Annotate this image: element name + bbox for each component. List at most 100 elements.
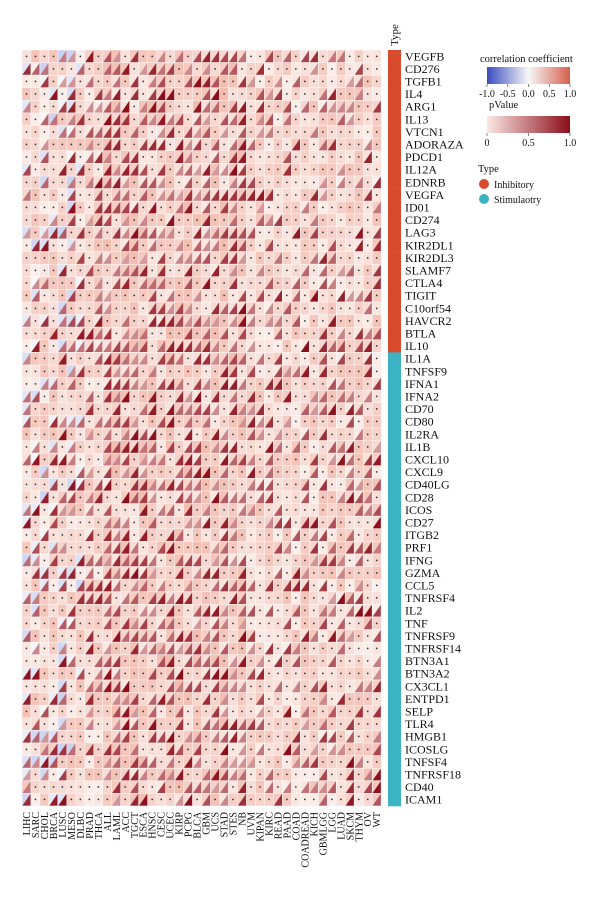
- heatmap-cell-marker: •: [232, 128, 235, 136]
- type-bar-segment: [388, 87, 401, 101]
- heatmap-pvalue-triangle: [318, 100, 327, 113]
- heatmap-pvalue-triangle: [228, 163, 238, 176]
- heatmap-cell-marker: •: [61, 116, 64, 124]
- type-bar-segment: [388, 705, 401, 719]
- heatmap-pvalue-triangle: [202, 88, 211, 100]
- heatmap-cell-marker: •: [34, 229, 37, 237]
- heatmap-pvalue-triangle: [130, 88, 139, 100]
- heatmap-pvalue-triangle: [103, 151, 112, 163]
- heatmap-pvalue-triangle: [210, 151, 220, 163]
- heatmap-cell-marker: •: [232, 78, 235, 86]
- heatmap-cell-marker: •: [142, 53, 145, 61]
- heatmap-cell-marker: •: [52, 65, 55, 73]
- heatmap-pvalue-triangle: [228, 189, 238, 201]
- heatmap-pvalue-triangle: [157, 75, 166, 88]
- heatmap-pvalue-triangle: [67, 126, 76, 138]
- heatmap-cell-marker: •: [286, 242, 289, 250]
- heatmap-cell-marker: •: [367, 91, 370, 99]
- legend-correlation-tick-label: -0.5: [500, 89, 516, 100]
- heatmap-pvalue-triangle: [309, 126, 318, 138]
- type-bar-segment: [388, 289, 401, 303]
- heatmap-pvalue-triangle: [184, 138, 193, 151]
- heatmap-pvalue-triangle: [130, 226, 139, 239]
- heatmap-pvalue-triangle: [112, 113, 121, 126]
- heatmap-pvalue-triangle: [67, 176, 76, 189]
- heatmap-cell-marker: •: [97, 116, 100, 124]
- heatmap-cell-marker: •: [277, 166, 280, 174]
- heatmap-pvalue-triangle: [354, 239, 363, 252]
- heatmap-pvalue-triangle: [228, 138, 238, 151]
- heatmap-cell-marker: •: [277, 128, 280, 136]
- heatmap-pvalue-triangle: [121, 176, 130, 189]
- legend-correlation-tick-label: -1.0: [479, 89, 495, 100]
- heatmap-pvalue-triangle: [255, 113, 265, 126]
- heatmap-pvalue-triangle: [354, 226, 363, 239]
- heatmap-cell-marker: •: [88, 166, 91, 174]
- heatmap-pvalue-triangle: [112, 138, 121, 151]
- heatmap-pvalue-triangle: [345, 113, 354, 126]
- heatmap-pvalue-triangle: [103, 201, 112, 214]
- heatmap-pvalue-triangle: [255, 201, 265, 214]
- heatmap-pvalue-triangle: [76, 163, 85, 176]
- heatmap-cell-marker: •: [97, 242, 100, 250]
- heatmap-pvalue-triangle: [193, 100, 202, 113]
- heatmap-pvalue-triangle: [219, 226, 229, 239]
- heatmap-cell-marker: •: [223, 141, 226, 149]
- heatmap-pvalue-triangle: [327, 138, 336, 151]
- heatmap-pvalue-triangle: [193, 113, 202, 126]
- legend-type-stimulatory-label: Stimulaotry: [494, 195, 541, 206]
- heatmap-pvalue-triangle: [237, 50, 247, 63]
- heatmap-pvalue-triangle: [300, 100, 309, 113]
- heatmap-pvalue-triangle: [210, 88, 220, 100]
- heatmap-cell-marker: •: [295, 53, 298, 61]
- heatmap-cell-marker: •: [340, 204, 343, 212]
- heatmap-pvalue-triangle: [166, 88, 175, 100]
- type-bar-segment: [388, 352, 401, 366]
- heatmap-pvalue-triangle: [49, 214, 58, 226]
- heatmap-cell-marker: •: [133, 254, 136, 262]
- heatmap-pvalue-triangle: [264, 214, 274, 226]
- heatmap-cell-marker: •: [88, 116, 91, 124]
- heatmap-cell-marker: •: [286, 179, 289, 187]
- heatmap-pvalue-triangle: [336, 100, 345, 113]
- heatmap-cell-marker: •: [367, 217, 370, 225]
- heatmap-cell-marker: •: [375, 91, 378, 99]
- heatmap-cell-marker: •: [223, 217, 226, 225]
- heatmap-pvalue-triangle: [103, 100, 112, 113]
- heatmap-pvalue-triangle: [58, 50, 67, 63]
- heatmap-pvalue-triangle: [112, 201, 121, 214]
- heatmap-cell-marker: •: [259, 242, 262, 250]
- heatmap-cell-marker: •: [268, 179, 271, 187]
- heatmap-pvalue-triangle: [31, 63, 40, 75]
- heatmap-cell-marker: •: [124, 141, 127, 149]
- type-bar-segment: [388, 503, 401, 517]
- heatmap-pvalue-triangle: [237, 113, 247, 126]
- heatmap-pvalue-triangle: [121, 151, 130, 163]
- heatmap-pvalue-triangle: [67, 239, 76, 252]
- heatmap-cell-marker: •: [286, 128, 289, 136]
- heatmap-pvalue-triangle: [121, 63, 130, 75]
- heatmap-cell-marker: •: [34, 166, 37, 174]
- type-bar-segment: [388, 201, 401, 215]
- heatmap-cell-marker: •: [196, 179, 199, 187]
- heatmap-pvalue-triangle: [148, 239, 157, 252]
- heatmap-cell-marker: •: [160, 204, 163, 212]
- heatmap-cell-marker: •: [358, 204, 361, 212]
- type-bar-segment: [388, 75, 401, 89]
- heatmap-pvalue-triangle: [121, 226, 130, 239]
- heatmap-pvalue-triangle: [148, 75, 157, 88]
- heatmap-pvalue-triangle: [193, 50, 202, 63]
- heatmap-cell-marker: •: [331, 154, 334, 162]
- heatmap-cell-marker: •: [196, 91, 199, 99]
- heatmap-cell-marker: •: [358, 166, 361, 174]
- heatmap-pvalue-triangle: [157, 63, 166, 75]
- heatmap-cell-marker: •: [322, 128, 325, 136]
- heatmap-pvalue-triangle: [264, 189, 274, 201]
- heatmap-pvalue-triangle: [300, 50, 309, 63]
- heatmap-pvalue-triangle: [219, 50, 229, 63]
- heatmap-cell-marker: •: [349, 141, 352, 149]
- heatmap-cell-marker: •: [367, 53, 370, 61]
- heatmap-cells: • • • • • • • • • • • • • • • • • • • •• • • • • • • • • • • • • • • • • • • •…: [21, 49, 382, 807]
- heatmap-pvalue-triangle: [184, 75, 193, 88]
- heatmap-cell-marker: •: [115, 217, 118, 225]
